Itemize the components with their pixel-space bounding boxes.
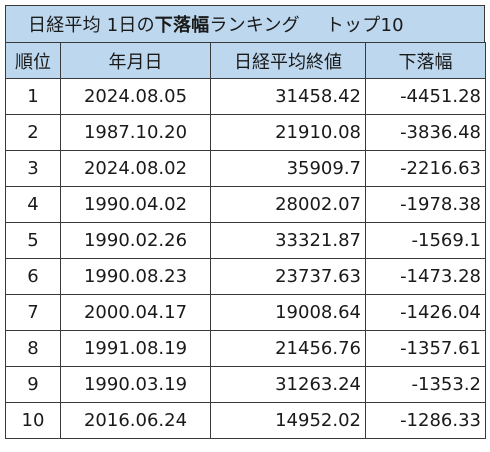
date-cell: 2024.08.05	[60, 78, 211, 115]
drop-cell: -1569.1	[365, 222, 486, 259]
header-close: 日経平均終値	[210, 42, 366, 79]
rank-cell: 7	[5, 294, 61, 331]
table-row: 10 2016.06.24 14952.02 -1286.33	[5, 402, 486, 439]
date-cell: 2024.08.02	[60, 150, 211, 187]
close-cell: 31263.24	[210, 366, 366, 403]
close-cell: 21456.76	[210, 330, 366, 367]
close-cell: 35909.7	[210, 150, 366, 187]
date-cell: 1990.08.23	[60, 258, 211, 295]
drop-cell: -1978.38	[365, 186, 486, 223]
ranking-table: 順位 年月日 日経平均終値 下落幅 1 2024.08.05 31458.42 …	[5, 42, 486, 439]
table-row: 5 1990.02.26 33321.87 -1569.1	[5, 222, 486, 259]
close-cell: 28002.07	[210, 186, 366, 223]
close-cell: 21910.08	[210, 114, 366, 151]
date-cell: 2000.04.17	[60, 294, 211, 331]
rank-cell: 2	[5, 114, 61, 151]
table-title: 日経平均 1日の 下落幅 ランキング トップ10	[5, 5, 485, 42]
table-row: 1 2024.08.05 31458.42 -4451.28	[5, 78, 486, 115]
header-row: 順位 年月日 日経平均終値 下落幅	[5, 42, 486, 79]
title-prefix: 日経平均 1日の	[28, 15, 155, 36]
drop-cell: -1353.2	[365, 366, 486, 403]
table-row: 3 2024.08.02 35909.7 -2216.63	[5, 150, 486, 187]
close-cell: 33321.87	[210, 222, 366, 259]
close-cell: 14952.02	[210, 402, 366, 439]
table-row: 6 1990.08.23 23737.63 -1473.28	[5, 258, 486, 295]
rank-cell: 10	[5, 402, 61, 439]
table-row: 7 2000.04.17 19008.64 -1426.04	[5, 294, 486, 331]
rank-cell: 5	[5, 222, 61, 259]
close-cell: 31458.42	[210, 78, 366, 115]
rank-cell: 9	[5, 366, 61, 403]
drop-cell: -4451.28	[365, 78, 486, 115]
date-cell: 1990.04.02	[60, 186, 211, 223]
table-row: 9 1990.03.19 31263.24 -1353.2	[5, 366, 486, 403]
header-rank: 順位	[5, 42, 61, 79]
date-cell: 1987.10.20	[60, 114, 211, 151]
header-drop: 下落幅	[365, 42, 486, 79]
drop-cell: -1286.33	[365, 402, 486, 439]
title-suffix: ランキング	[209, 15, 300, 36]
ranking-sheet: 日経平均 1日の 下落幅 ランキング トップ10 順位 年月日 日経平均終値 下落幅 …	[5, 5, 486, 439]
date-cell: 2016.06.24	[60, 402, 211, 439]
close-cell: 23737.63	[210, 258, 366, 295]
table-row: 8 1991.08.19 21456.76 -1357.61	[5, 330, 486, 367]
rank-cell: 8	[5, 330, 61, 367]
close-cell: 19008.64	[210, 294, 366, 331]
drop-cell: -1357.61	[365, 330, 486, 367]
date-cell: 1990.03.19	[60, 366, 211, 403]
table-row: 2 1987.10.20 21910.08 -3836.48	[5, 114, 486, 151]
date-cell: 1990.02.26	[60, 222, 211, 259]
table-row: 4 1990.04.02 28002.07 -1978.38	[5, 186, 486, 223]
drop-cell: -3836.48	[365, 114, 486, 151]
drop-cell: -1426.04	[365, 294, 486, 331]
title-emphasis: 下落幅	[154, 15, 210, 36]
rank-cell: 3	[5, 150, 61, 187]
header-date: 年月日	[60, 42, 211, 79]
rank-cell: 4	[5, 186, 61, 223]
rank-cell: 6	[5, 258, 61, 295]
drop-cell: -1473.28	[365, 258, 486, 295]
rank-cell: 1	[5, 78, 61, 115]
title-tail: トップ10	[325, 15, 404, 36]
date-cell: 1991.08.19	[60, 330, 211, 367]
drop-cell: -2216.63	[365, 150, 486, 187]
